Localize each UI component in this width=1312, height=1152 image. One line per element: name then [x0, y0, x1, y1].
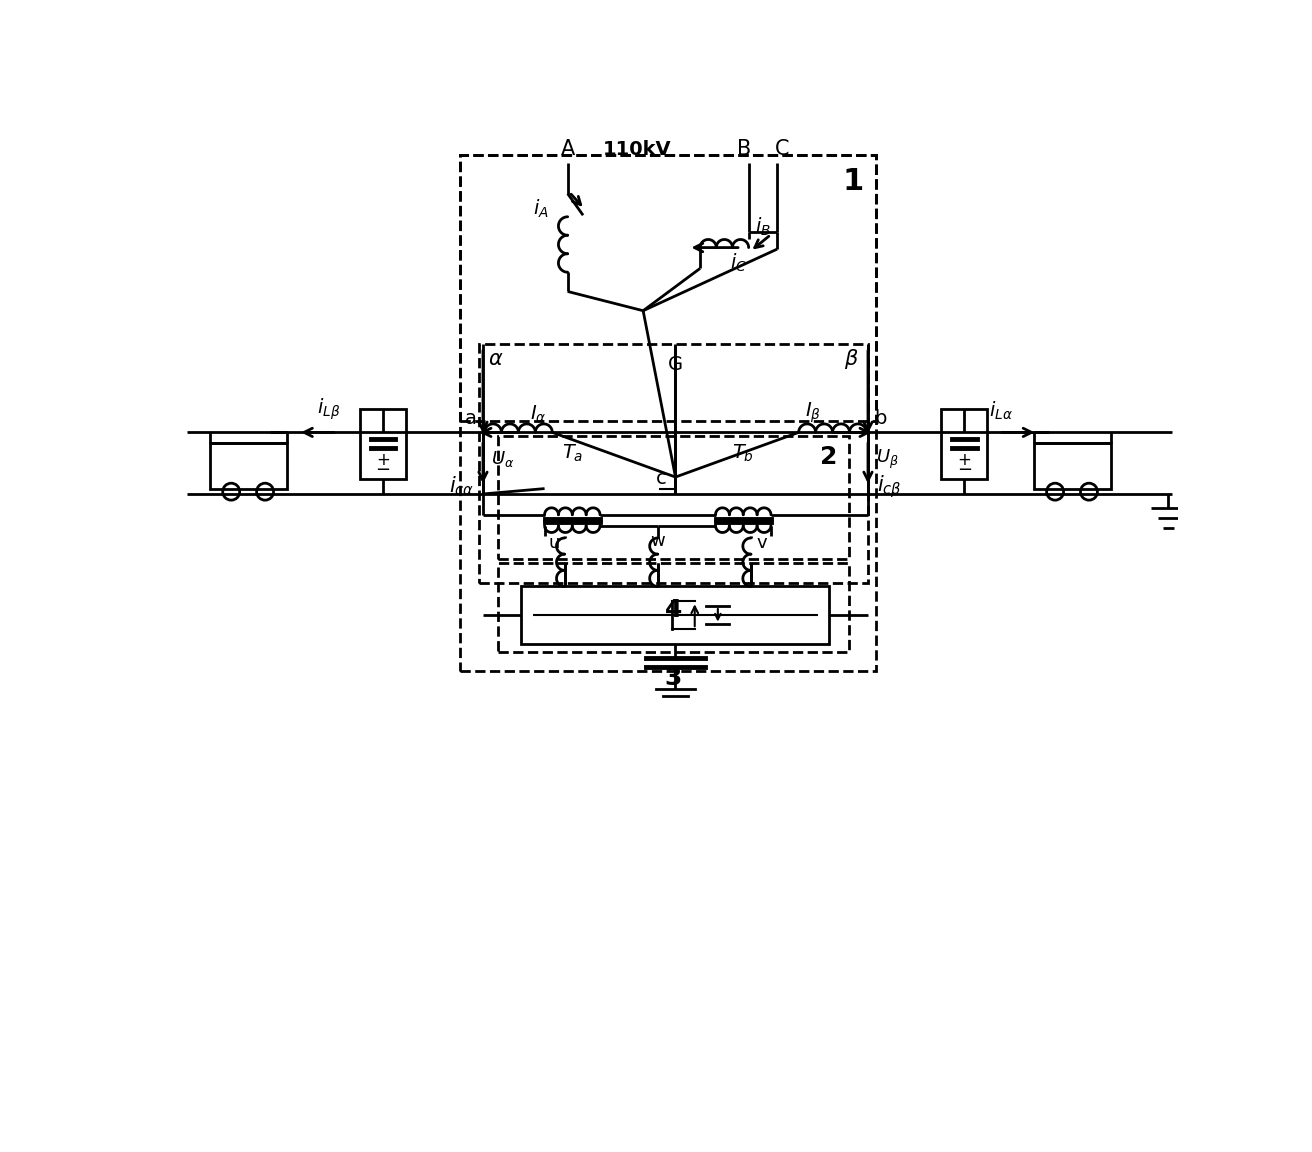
Bar	[521, 586, 829, 644]
Text: c: c	[656, 469, 666, 487]
Bar	[499, 563, 849, 652]
Text: b: b	[874, 409, 887, 427]
Text: $\alpha$: $\alpha$	[488, 349, 504, 370]
Text: w: w	[651, 532, 665, 550]
Text: C: C	[775, 139, 790, 159]
Text: $i_B$: $i_B$	[754, 217, 770, 238]
Bar	[499, 437, 849, 560]
Text: $i_C$: $i_C$	[731, 251, 747, 274]
Bar	[1034, 444, 1110, 490]
Text: 3: 3	[665, 666, 682, 690]
Text: $I_{\beta}$: $I_{\beta}$	[804, 400, 820, 425]
Text: 4: 4	[665, 598, 682, 622]
Text: $U_{\beta}$: $U_{\beta}$	[875, 448, 899, 471]
Text: a: a	[464, 409, 476, 427]
Text: −: −	[375, 461, 391, 479]
Bar	[359, 409, 405, 478]
Text: $U_{\alpha}$: $U_{\alpha}$	[491, 449, 514, 469]
Text: $i_{c\beta}$: $i_{c\beta}$	[878, 472, 901, 500]
Text: u: u	[548, 535, 560, 552]
Text: $I_{\alpha}$: $I_{\alpha}$	[530, 403, 547, 425]
Text: −: −	[956, 461, 972, 479]
Text: 110kV: 110kV	[602, 141, 670, 159]
Text: v: v	[757, 535, 768, 552]
Text: $i_A$: $i_A$	[533, 198, 548, 220]
Text: B: B	[737, 139, 752, 159]
Text: G: G	[668, 355, 684, 374]
Text: $T_a$: $T_a$	[562, 442, 583, 464]
Text: $i_{L\alpha}$: $i_{L\alpha}$	[988, 400, 1013, 423]
Text: +: +	[377, 452, 390, 469]
Bar	[461, 156, 875, 420]
Bar	[479, 343, 869, 583]
Text: $i_{L\beta}$: $i_{L\beta}$	[318, 397, 341, 423]
Bar	[941, 409, 988, 478]
Text: $\beta$: $\beta$	[844, 347, 858, 371]
Text: 1: 1	[842, 167, 865, 196]
Bar	[210, 444, 286, 490]
Text: $T_b$: $T_b$	[732, 442, 754, 464]
Text: A: A	[560, 139, 575, 159]
Text: +: +	[958, 452, 971, 469]
Text: $i_{c\alpha}$: $i_{c\alpha}$	[449, 475, 474, 498]
Text: 2: 2	[820, 446, 837, 470]
Bar	[461, 156, 875, 672]
